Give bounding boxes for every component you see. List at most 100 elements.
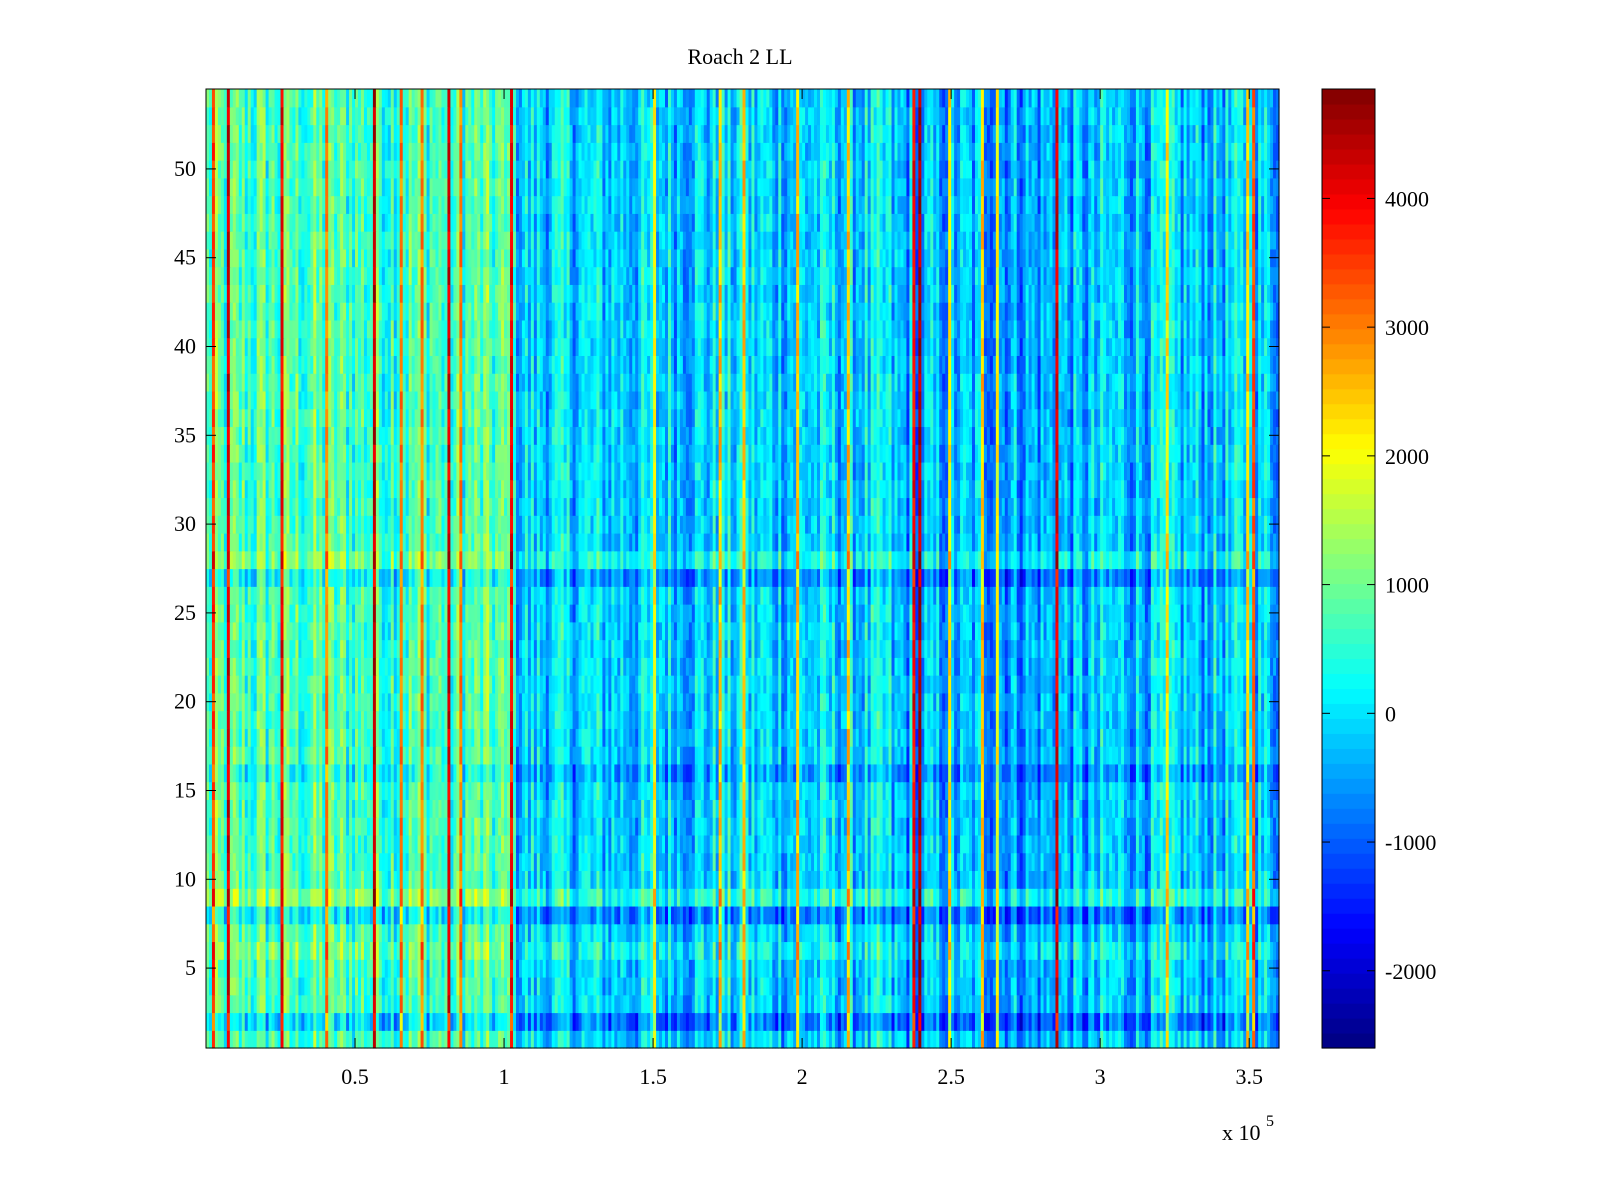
- heatmap-cell: [963, 870, 967, 889]
- heatmap-cell: [679, 834, 684, 854]
- heatmap-cell: [1070, 959, 1074, 978]
- heatmap-cell: [1258, 1030, 1262, 1049]
- heatmap-cell: [495, 941, 499, 960]
- heatmap-cell: [679, 905, 684, 925]
- heatmap-cell: [527, 1012, 532, 1031]
- heatmap-cell: [1150, 923, 1155, 943]
- heatmap-cell: [298, 1012, 302, 1031]
- heatmap-cell: [352, 1012, 356, 1031]
- heatmap-cell: [864, 941, 869, 960]
- heatmap-cell: [685, 1012, 690, 1031]
- heatmap-cell: [653, 959, 657, 978]
- heatmap-cell: [1121, 941, 1125, 960]
- heatmap-cell: [346, 1012, 350, 1031]
- heatmap-cell: [504, 1030, 508, 1049]
- heatmap-cell: [402, 959, 407, 978]
- heatmap-cell: [1076, 994, 1080, 1014]
- heatmap-cell: [846, 852, 851, 872]
- heatmap-cell: [694, 923, 699, 943]
- heatmap-cell: [304, 870, 308, 889]
- heatmap-cell: [802, 888, 806, 907]
- heatmap-cell: [1156, 905, 1161, 925]
- heatmap-cell: [250, 888, 255, 907]
- heatmap-cell: [510, 852, 514, 872]
- heatmap-cell: [760, 923, 764, 943]
- heatmap-cell: [253, 1012, 258, 1031]
- heatmap-cell: [1028, 1012, 1033, 1031]
- heatmap-cell: [1198, 941, 1203, 960]
- heatmap-cell: [894, 870, 899, 889]
- heatmap-cell: [247, 1012, 252, 1031]
- heatmap-cell: [900, 870, 905, 889]
- heatmap-cell: [1258, 941, 1262, 960]
- heatmap-cell: [870, 888, 875, 907]
- heatmap-cell: [1165, 941, 1170, 960]
- heatmap-cell: [331, 905, 335, 925]
- heatmap-cell: [1085, 852, 1089, 872]
- heatmap-cell: [268, 1012, 273, 1031]
- heatmap-cell: [1252, 994, 1256, 1014]
- heatmap-cell: [1124, 1030, 1128, 1049]
- heatmap-cell: [882, 923, 887, 943]
- heatmap-cell: [501, 923, 505, 943]
- heatmap-cell: [605, 834, 609, 854]
- heatmap-cell: [900, 834, 905, 854]
- heatmap-cell: [1126, 976, 1131, 996]
- heatmap-cell: [1118, 888, 1122, 907]
- heatmap-cell: [629, 870, 633, 889]
- heatmap-cell: [1174, 941, 1179, 960]
- heatmap-cell: [1210, 905, 1215, 925]
- heatmap-cell: [900, 923, 905, 943]
- heatmap-cell: [319, 905, 323, 925]
- heatmap-cell: [957, 1012, 961, 1031]
- heatmap-cell: [659, 976, 663, 996]
- heatmap-cell: [742, 1030, 747, 1049]
- heatmap-cell: [685, 852, 690, 872]
- heatmap-cell: [775, 888, 779, 907]
- heatmap-cell: [650, 941, 654, 960]
- heatmap-cell: [1168, 905, 1173, 925]
- heatmap-cell: [1276, 888, 1280, 907]
- heatmap-cell: [244, 923, 249, 943]
- heatmap-cell: [1243, 941, 1247, 960]
- heatmap-cell: [1058, 1030, 1063, 1049]
- heatmap-cell: [1135, 941, 1140, 960]
- heatmap-cell: [372, 852, 377, 872]
- heatmap-cell: [399, 1030, 404, 1049]
- heatmap-cell: [459, 834, 463, 854]
- heatmap-cell: [1192, 852, 1197, 872]
- heatmap-cell: [745, 1012, 750, 1031]
- heatmap-cell: [691, 959, 696, 978]
- heatmap-cell: [355, 1030, 359, 1049]
- heatmap-cell: [843, 905, 848, 925]
- heatmap-cell: [283, 976, 288, 996]
- heatmap-cell: [751, 959, 756, 978]
- heatmap-cell: [292, 1030, 297, 1049]
- heatmap-cell: [703, 976, 708, 996]
- heatmap-cell: [1100, 994, 1104, 1014]
- heatmap-cell: [1261, 905, 1265, 925]
- heatmap-cell: [766, 959, 770, 978]
- heatmap-cell: [453, 1030, 457, 1049]
- heatmap-cell: [891, 888, 896, 907]
- heatmap-cell: [1106, 834, 1110, 854]
- heatmap-cell: [366, 870, 371, 889]
- heatmap-cell: [617, 852, 621, 872]
- heatmap-cell: [1010, 870, 1015, 889]
- heatmap-cell: [265, 888, 270, 907]
- heatmap-cell: [527, 994, 532, 1014]
- heatmap-cell: [515, 1012, 520, 1031]
- heatmap-cell: [1132, 905, 1137, 925]
- heatmap-cell: [1273, 1012, 1277, 1031]
- heatmap-cell: [456, 852, 460, 872]
- heatmap-cell: [694, 905, 699, 925]
- heatmap-cell: [208, 905, 213, 925]
- heatmap-cell: [811, 905, 815, 925]
- heatmap-cell: [313, 852, 317, 872]
- heatmap-cell: [331, 1030, 335, 1049]
- heatmap-cell: [706, 941, 711, 960]
- heatmap-cell: [435, 959, 440, 978]
- heatmap-cell: [784, 923, 788, 943]
- heatmap-cell: [1046, 888, 1051, 907]
- heatmap-cell: [1243, 976, 1247, 996]
